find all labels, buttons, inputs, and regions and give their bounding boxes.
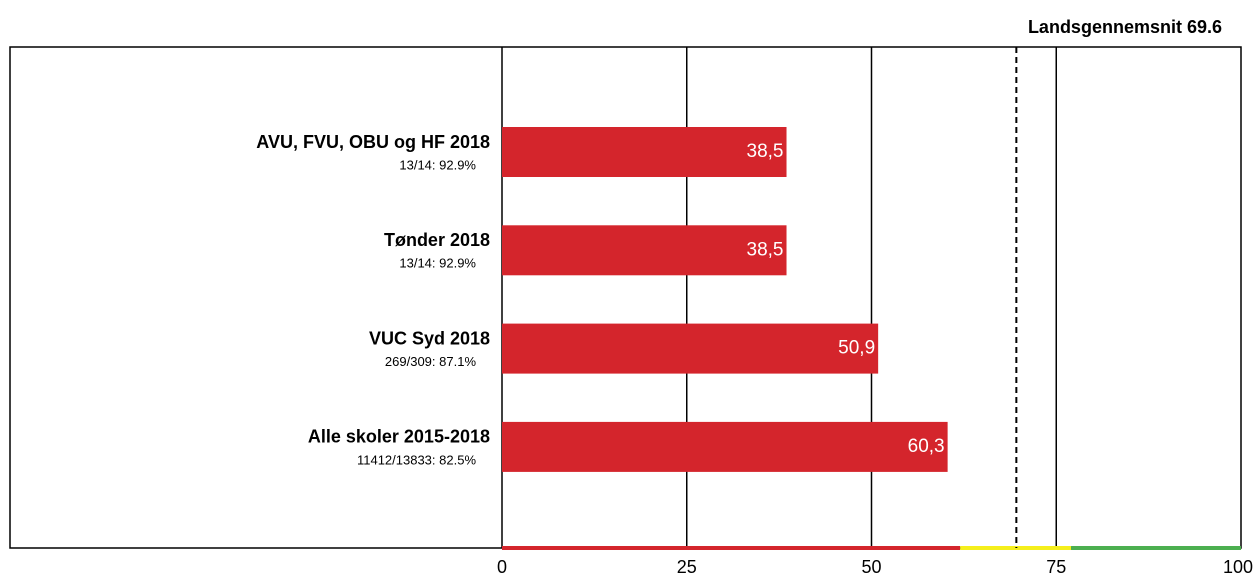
category-label: VUC Syd 2018 bbox=[369, 328, 490, 348]
bar bbox=[502, 225, 787, 276]
x-tick-label: 100 bbox=[1223, 557, 1253, 577]
x-tick-label: 75 bbox=[1046, 557, 1066, 577]
value-label: 50,9 bbox=[838, 338, 875, 359]
category-sublabel: 269/309: 87.1% bbox=[385, 354, 477, 369]
value-label: 38,5 bbox=[747, 239, 784, 260]
category-sublabel: 11412/13833: 82.5% bbox=[357, 452, 476, 467]
bar bbox=[502, 127, 787, 177]
category-label: AVU, FVU, OBU og HF 2018 bbox=[256, 132, 490, 152]
x-tick-label: 0 bbox=[497, 557, 507, 577]
threshold-band bbox=[502, 546, 961, 550]
category-label: Alle skoler 2015-2018 bbox=[308, 427, 490, 447]
threshold-band bbox=[1071, 546, 1241, 550]
value-label: 60,3 bbox=[908, 436, 945, 457]
x-tick-label: 25 bbox=[677, 557, 697, 577]
x-tick-label: 50 bbox=[861, 557, 881, 577]
value-label: 38,5 bbox=[747, 141, 784, 162]
annotation: Landsgennemsnit 69.6 bbox=[1028, 17, 1222, 37]
category-sublabel: 13/14: 92.9% bbox=[399, 256, 476, 271]
bar bbox=[502, 323, 879, 374]
bar bbox=[502, 421, 948, 472]
category-label: Tønder 2018 bbox=[384, 230, 490, 250]
category-sublabel: 13/14: 92.9% bbox=[399, 157, 476, 172]
